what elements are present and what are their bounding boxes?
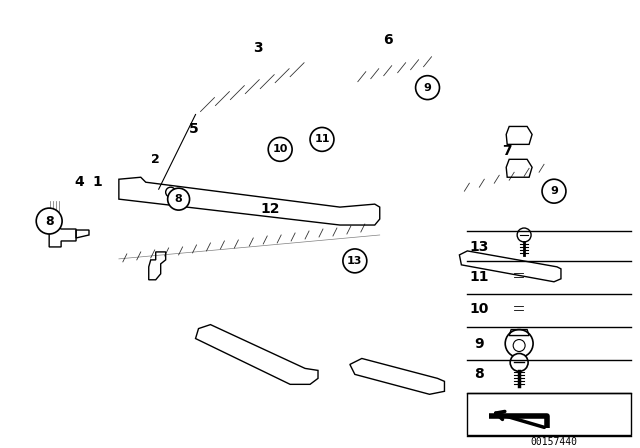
Text: 7: 7 <box>502 144 512 158</box>
Text: 13: 13 <box>347 256 362 266</box>
Circle shape <box>542 179 566 203</box>
Text: 13: 13 <box>470 240 489 254</box>
Circle shape <box>268 138 292 161</box>
Text: 11: 11 <box>314 134 330 144</box>
Bar <box>467 393 630 435</box>
Circle shape <box>505 330 533 358</box>
Text: 12: 12 <box>260 202 280 216</box>
Text: 4: 4 <box>74 175 84 189</box>
Text: 9: 9 <box>474 336 484 350</box>
Text: 1: 1 <box>92 175 102 189</box>
Circle shape <box>168 188 189 210</box>
Circle shape <box>310 127 334 151</box>
Text: 9: 9 <box>424 82 431 93</box>
Text: 10: 10 <box>273 144 288 155</box>
Text: 00157440: 00157440 <box>531 437 577 447</box>
Text: 6: 6 <box>383 33 392 47</box>
Text: 8: 8 <box>45 215 54 228</box>
Text: 3: 3 <box>253 41 263 55</box>
Text: 10: 10 <box>470 302 489 316</box>
Circle shape <box>415 76 440 99</box>
Circle shape <box>166 187 175 197</box>
Circle shape <box>517 228 531 242</box>
Text: 11: 11 <box>470 270 489 284</box>
Text: 5: 5 <box>189 122 198 137</box>
Circle shape <box>513 340 525 352</box>
Circle shape <box>36 208 62 234</box>
Text: 8: 8 <box>175 194 182 204</box>
Text: 2: 2 <box>151 153 160 166</box>
Text: 8: 8 <box>474 367 484 381</box>
Circle shape <box>510 353 528 371</box>
Text: 9: 9 <box>550 186 558 196</box>
Circle shape <box>343 249 367 273</box>
